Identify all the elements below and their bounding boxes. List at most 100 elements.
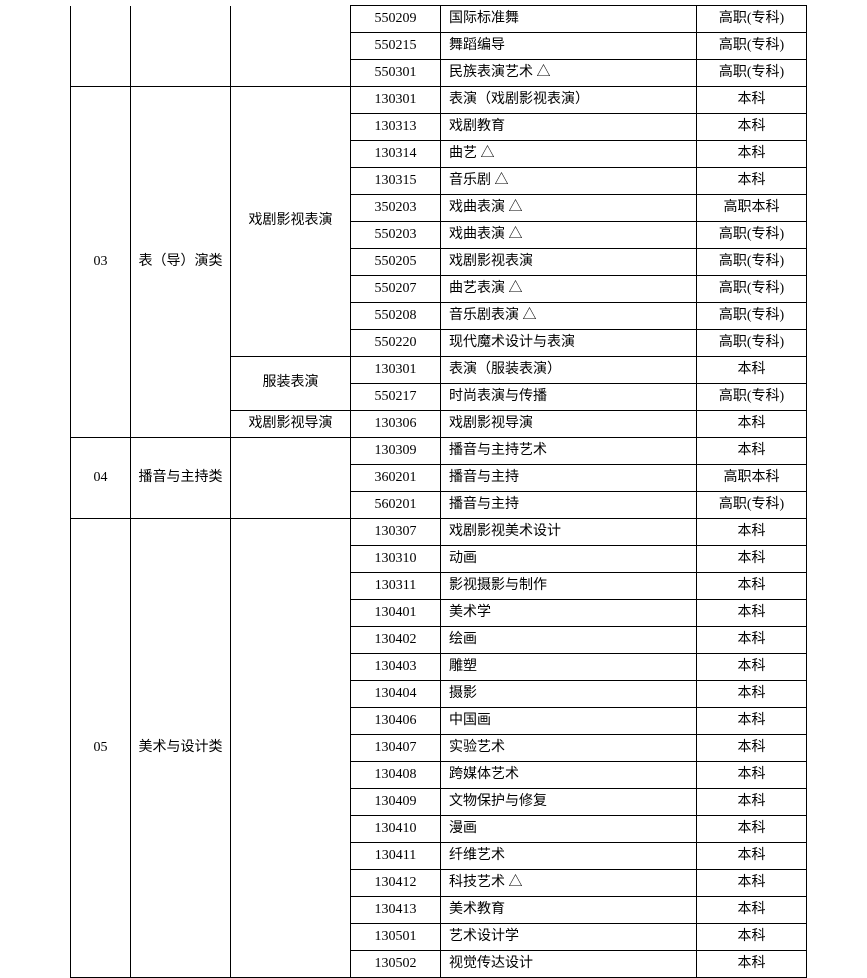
category-code: [71, 6, 131, 87]
major-code: 130406: [351, 708, 441, 735]
major-code: 550301: [351, 60, 441, 87]
major-name: 戏剧教育: [441, 114, 697, 141]
major-level: 本科: [697, 87, 807, 114]
major-level: 本科: [697, 735, 807, 762]
major-level: 本科: [697, 924, 807, 951]
major-code: 130407: [351, 735, 441, 762]
category-name: [131, 6, 231, 87]
subcategory-name: [231, 519, 351, 978]
major-code: 130502: [351, 951, 441, 978]
major-level: 本科: [697, 357, 807, 384]
major-name: 曲艺表演 △: [441, 276, 697, 303]
subcategory-name: 服装表演: [231, 357, 351, 411]
major-code: 130501: [351, 924, 441, 951]
major-name: 表演（戏剧影视表演）: [441, 87, 697, 114]
major-code: 130404: [351, 681, 441, 708]
major-level: 高职(专科): [697, 249, 807, 276]
major-name: 美术教育: [441, 897, 697, 924]
major-code: 130403: [351, 654, 441, 681]
major-level: 本科: [697, 438, 807, 465]
major-name: 中国画: [441, 708, 697, 735]
major-name: 音乐剧表演 △: [441, 303, 697, 330]
subcategory-name: [231, 6, 351, 87]
major-level: 本科: [697, 141, 807, 168]
major-name: 雕塑: [441, 654, 697, 681]
major-name: 播音与主持: [441, 492, 697, 519]
major-level: 本科: [697, 708, 807, 735]
table-row: 03表（导）演类戏剧影视表演130301表演（戏剧影视表演）本科: [71, 87, 807, 114]
table-row: 04播音与主持类130309播音与主持艺术本科: [71, 438, 807, 465]
major-level: 本科: [697, 951, 807, 978]
major-level: 本科: [697, 789, 807, 816]
major-level: 高职(专科): [697, 60, 807, 87]
major-name: 现代魔术设计与表演: [441, 330, 697, 357]
major-level: 高职本科: [697, 465, 807, 492]
major-level: 高职(专科): [697, 303, 807, 330]
subcategory-name: [231, 438, 351, 519]
major-name: 科技艺术 △: [441, 870, 697, 897]
major-name: 实验艺术: [441, 735, 697, 762]
major-level: 高职本科: [697, 195, 807, 222]
major-level: 高职(专科): [697, 330, 807, 357]
major-level: 本科: [697, 654, 807, 681]
major-level: 本科: [697, 897, 807, 924]
major-code: 130310: [351, 546, 441, 573]
major-name: 艺术设计学: [441, 924, 697, 951]
major-name: 动画: [441, 546, 697, 573]
major-name: 国际标准舞: [441, 6, 697, 33]
subcategory-name: 戏剧影视导演: [231, 411, 351, 438]
table-row: 05美术与设计类130307戏剧影视美术设计本科: [71, 519, 807, 546]
major-code: 550220: [351, 330, 441, 357]
major-name: 摄影: [441, 681, 697, 708]
major-code: 130311: [351, 573, 441, 600]
major-level: 本科: [697, 168, 807, 195]
major-code: 550217: [351, 384, 441, 411]
major-table: 550209国际标准舞高职(专科)550215舞蹈编导高职(专科)550301民…: [70, 5, 807, 978]
category-name: 表（导）演类: [131, 87, 231, 438]
major-code: 560201: [351, 492, 441, 519]
major-level: 高职(专科): [697, 33, 807, 60]
major-code: 550215: [351, 33, 441, 60]
major-level: 本科: [697, 546, 807, 573]
major-name: 戏曲表演 △: [441, 222, 697, 249]
major-code: 130315: [351, 168, 441, 195]
major-name: 播音与主持艺术: [441, 438, 697, 465]
major-name: 戏曲表演 △: [441, 195, 697, 222]
major-name: 戏剧影视导演: [441, 411, 697, 438]
major-code: 130408: [351, 762, 441, 789]
major-code: 130314: [351, 141, 441, 168]
major-level: 本科: [697, 573, 807, 600]
major-level: 本科: [697, 600, 807, 627]
major-code: 550208: [351, 303, 441, 330]
category-name: 播音与主持类: [131, 438, 231, 519]
major-code: 130301: [351, 87, 441, 114]
category-code: 04: [71, 438, 131, 519]
major-name: 戏剧影视表演: [441, 249, 697, 276]
major-code: 130410: [351, 816, 441, 843]
major-name: 曲艺 △: [441, 141, 697, 168]
major-name: 戏剧影视美术设计: [441, 519, 697, 546]
major-name: 影视摄影与制作: [441, 573, 697, 600]
major-level: 高职(专科): [697, 276, 807, 303]
major-code: 130413: [351, 897, 441, 924]
category-code: 03: [71, 87, 131, 438]
major-level: 本科: [697, 816, 807, 843]
major-level: 本科: [697, 870, 807, 897]
major-code: 550205: [351, 249, 441, 276]
major-name: 跨媒体艺术: [441, 762, 697, 789]
category-code: 05: [71, 519, 131, 978]
major-name: 纤维艺术: [441, 843, 697, 870]
major-code: 130313: [351, 114, 441, 141]
major-code: 550209: [351, 6, 441, 33]
major-code: 130412: [351, 870, 441, 897]
subcategory-name: 戏剧影视表演: [231, 87, 351, 357]
major-code: 550203: [351, 222, 441, 249]
major-name: 时尚表演与传播: [441, 384, 697, 411]
major-name: 民族表演艺术 △: [441, 60, 697, 87]
major-code: 360201: [351, 465, 441, 492]
major-level: 本科: [697, 762, 807, 789]
major-level: 本科: [697, 843, 807, 870]
major-level: 高职(专科): [697, 384, 807, 411]
major-name: 视觉传达设计: [441, 951, 697, 978]
major-level: 本科: [697, 411, 807, 438]
